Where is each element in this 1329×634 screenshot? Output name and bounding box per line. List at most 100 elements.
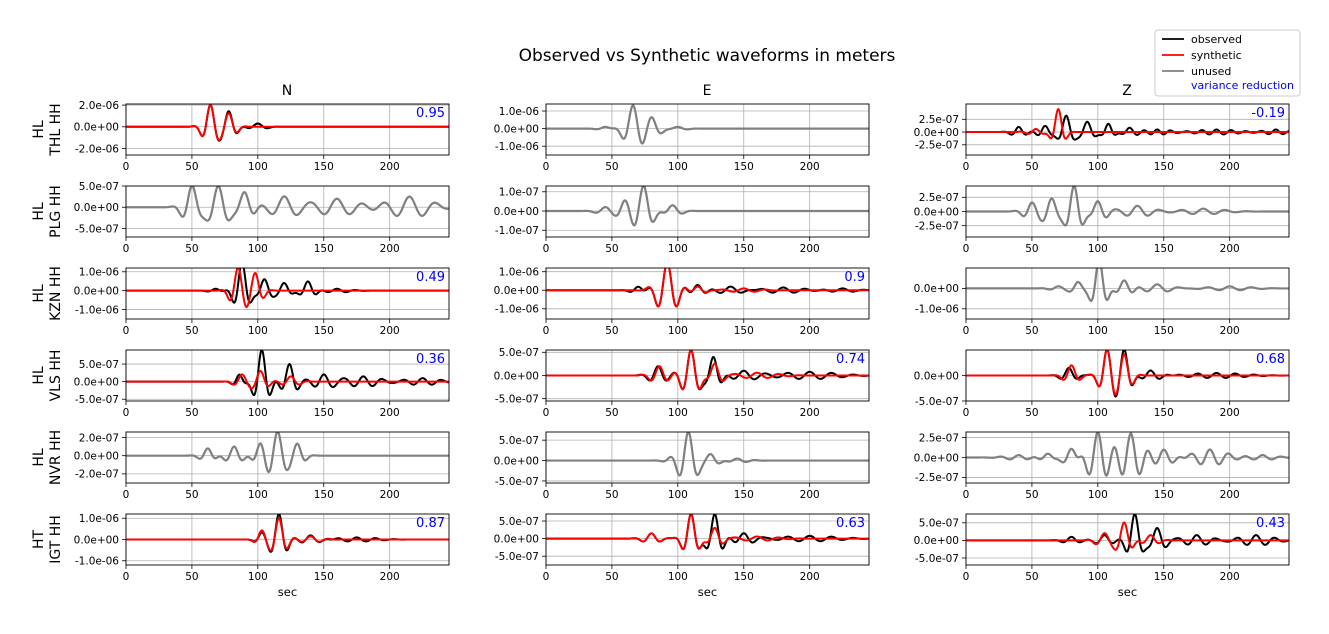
x-tick-label: 200 [800, 571, 820, 583]
panel-igt-n: 0 50 100 150 200 1.0e-06 0.0e+00 -1.0e-06 0.87 se… [74, 513, 450, 599]
x-tick-label: 50 [185, 325, 198, 337]
axes-frame [545, 513, 870, 566]
x-tick-label: 200 [1220, 407, 1240, 419]
x-tick-label: 200 [800, 243, 820, 255]
x-tick-label: 0 [543, 407, 550, 419]
synthetic-trace [546, 514, 869, 551]
x-tick-label: 200 [380, 489, 400, 501]
x-tick-label: 50 [185, 243, 198, 255]
column-title-z: Z [1122, 83, 1132, 99]
x-tick-label: 50 [605, 243, 618, 255]
panel-plg-e: 0 50 100 150 200 1.0e-07 0.0e+00 -1.0e-07 [494, 185, 870, 255]
x-tick-label: 150 [1154, 325, 1174, 337]
synthetic-trace [546, 350, 869, 391]
y-tick-label: 5.0e-07 [919, 518, 959, 530]
x-tick-label: 0 [963, 489, 970, 501]
y-tick-label: 0.0e+00 [74, 534, 119, 546]
x-tick-label: 0 [123, 325, 130, 337]
observed-trace [546, 268, 869, 308]
x-tick-label: 100 [248, 571, 268, 583]
axes-frame [125, 185, 450, 238]
x-tick-label: 100 [668, 407, 688, 419]
y-tick-label: 0.0e+00 [914, 127, 959, 139]
panel-kzn-n: 0 50 100 150 200 1.0e-06 0.0e+00 -1.0e-06 0.49 [74, 267, 450, 337]
observed-trace [126, 350, 449, 397]
x-tick-label: 200 [380, 571, 400, 583]
station-label: NVR HH [48, 430, 64, 485]
x-tick-label: 100 [1088, 407, 1108, 419]
legend: observed synthetic unused variance reduc… [1154, 29, 1301, 97]
x-tick-label: 0 [123, 571, 130, 583]
y-tick-label: -2.0e-07 [75, 469, 119, 481]
x-tick-label: 150 [1154, 161, 1174, 173]
x-tick-label: 0 [123, 161, 130, 173]
panel-plg-z: 0 50 100 150 200 2.5e-07 0.0e+00 -2.5e-07 [914, 185, 1290, 255]
axes-frame [125, 103, 450, 156]
variance-reduction-value: -0.19 [1251, 106, 1285, 121]
panel-thl-n: 0 50 100 150 200 2.0e-06 0.0e+00 -2.0e-06 0.95 [74, 100, 450, 173]
panel-vls-e: 0 50 100 150 200 5.0e-07 0.0e+00 -5.0e-07 0.74 [494, 347, 870, 419]
x-tick-label: 150 [314, 325, 334, 337]
observed-trace [126, 104, 449, 142]
x-tick-label: 150 [734, 325, 754, 337]
panel-plg-n: 0 50 100 150 200 5.0e-07 0.0e+00 -5.0e-07 [74, 181, 450, 255]
network-label: HL [31, 120, 47, 139]
axes-frame [545, 103, 870, 156]
legend-synthetic-label: synthetic [1191, 49, 1242, 62]
x-tick-label: 50 [605, 325, 618, 337]
y-tick-label: -1.0e-06 [495, 141, 539, 153]
x-axis-label: sec [698, 585, 717, 599]
y-tick-label: -5.0e-07 [915, 553, 959, 565]
y-tick-label: -1.0e-06 [915, 304, 959, 316]
x-tick-label: 100 [1088, 161, 1108, 173]
panel-nvr-z: 0 50 100 150 200 2.5e-07 0.0e+00 -2.5e-07 [914, 431, 1290, 501]
synthetic-trace [546, 268, 869, 308]
axes-frame [965, 513, 1290, 566]
x-tick-label: 0 [543, 161, 550, 173]
axes-frame [125, 267, 450, 320]
x-tick-label: 100 [668, 571, 688, 583]
synthetic-trace [966, 107, 1289, 140]
unused-trace [966, 432, 1289, 477]
panel-thl-z: 0 50 100 150 200 2.5e-070.0e+00-2.5e-07 -0.19 [914, 103, 1290, 173]
legend-box [1154, 29, 1301, 97]
axes-frame [545, 185, 870, 238]
y-tick-label: -2.0e-06 [75, 143, 119, 155]
x-tick-label: 200 [800, 489, 820, 501]
x-tick-label: 200 [1220, 571, 1240, 583]
station-label: VLS HH [48, 350, 64, 402]
y-tick-label: -2.5e-07 [915, 140, 959, 152]
y-tick-label: 0.0e+00 [914, 452, 959, 464]
x-tick-label: 150 [734, 407, 754, 419]
x-tick-label: 100 [248, 489, 268, 501]
unused-trace [966, 186, 1289, 227]
x-tick-label: 50 [185, 571, 198, 583]
x-tick-label: 200 [1220, 489, 1240, 501]
chart-title: Observed vs Synthetic waveforms in meter… [519, 46, 896, 66]
column-title-e: E [703, 83, 712, 99]
y-tick-label: 1.0e-07 [499, 187, 539, 199]
x-tick-label: 150 [1154, 243, 1174, 255]
observed-trace [546, 514, 869, 551]
x-tick-label: 150 [1154, 489, 1174, 501]
variance-reduction-value: 0.63 [836, 516, 865, 531]
x-tick-label: 200 [1220, 161, 1240, 173]
x-tick-label: 100 [668, 161, 688, 173]
x-tick-label: 0 [963, 407, 970, 419]
x-tick-label: 50 [1025, 407, 1038, 419]
axes-frame [965, 103, 1290, 156]
synthetic-trace [126, 369, 449, 390]
y-tick-label: 0.0e+00 [74, 450, 119, 462]
y-tick-label: 5.0e-07 [79, 359, 119, 371]
y-tick-label: 0.0e+00 [494, 370, 539, 382]
x-tick-label: 200 [1220, 325, 1240, 337]
y-tick-label: 2.5e-07 [919, 432, 959, 444]
observed-trace [126, 514, 449, 553]
x-tick-label: 150 [314, 489, 334, 501]
observed-trace [546, 350, 869, 391]
panel-igt-e: 0 50 100 150 200 5.0e-07 0.0e+00 -5.0e-07 0.63 se… [494, 513, 870, 599]
x-tick-label: 150 [1154, 407, 1174, 419]
y-tick-label: 0.0e+00 [494, 455, 539, 467]
